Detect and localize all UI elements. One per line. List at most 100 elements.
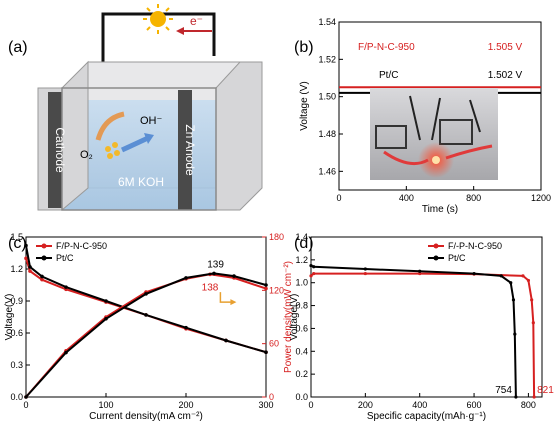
oh-reaction-arrow — [120, 135, 150, 153]
series-line-1-point — [509, 281, 513, 285]
x-axis-label: Current density(mA cm⁻²) — [89, 411, 203, 422]
series-line-0-point — [309, 274, 313, 278]
series-line-0-point — [521, 274, 525, 278]
series-line-1-point — [514, 395, 518, 399]
x-tick-label: 800 — [466, 193, 481, 203]
series-line-1-point — [472, 271, 476, 276]
series-line-1-point — [144, 313, 148, 317]
panel-a-letter: (a) — [8, 39, 28, 56]
x-tick-label: 0 — [23, 400, 28, 410]
x-tick-label: 300 — [258, 400, 273, 410]
o2-label: O₂ — [80, 149, 93, 161]
y-tick-label: 0.6 — [10, 328, 23, 338]
legend-label-ptc: Pt/C — [56, 253, 74, 263]
plot-c-frame — [25, 236, 267, 398]
legend-label-fpnc950: F/-P-N-C-950 — [448, 241, 502, 251]
series-line-0-point — [312, 271, 316, 276]
cell-device-right — [439, 119, 473, 145]
electron-arrow-head-icon — [176, 27, 184, 35]
electrolyte-bath — [62, 80, 240, 210]
series-line-1 — [310, 264, 517, 398]
panel-c: (c) 0 100 200 300 0.0 0.3 0.6 0.9 1.2 1.5 Current … — [4, 232, 294, 422]
legend-marker-fpnc950 — [433, 243, 439, 249]
series-line-3-point — [232, 274, 236, 278]
annotation-peak-fpnc950: 138 — [202, 282, 219, 293]
series-line-1-point — [513, 332, 517, 336]
series-label-fpnc950: F/P-N-C-950 — [358, 42, 415, 53]
series-line-0 — [310, 272, 536, 398]
series-line-1-point — [499, 274, 503, 278]
series-line-1-point — [28, 265, 32, 269]
series-line-1-point — [363, 267, 367, 271]
y-tick-label: 0.8 — [295, 301, 308, 311]
electrolyte-label: 6M KOH — [118, 175, 164, 189]
annotation-capacity-fpnc950: 821 — [537, 385, 554, 396]
y-tick-label: 1.46 — [318, 166, 336, 176]
y-tick-label: 0.9 — [10, 296, 23, 306]
cathode-label: Cathode — [53, 127, 67, 173]
anode-label: Zn Anode — [183, 124, 197, 176]
legend-label-ptc: Pt/C — [448, 253, 466, 263]
oxygen-bubbles — [105, 142, 120, 159]
x-tick-label: 1200 — [531, 193, 551, 203]
y2-tick-label: 0 — [269, 392, 274, 402]
x-tick-label: 400 — [412, 400, 427, 410]
y2-tick-label: 60 — [269, 339, 279, 349]
panel-d: (d) 0 200 400 600 800 0.0 0.2 0.4 0.6 0.8 1.0 1.2 1.… — [289, 232, 554, 422]
series-line-0-point — [526, 278, 531, 283]
y-tick-label: 0.0 — [295, 392, 308, 402]
led-photo-inset — [370, 88, 498, 180]
x-axis-label: Specific capacity(mAh·g⁻¹) — [367, 411, 486, 422]
series-line-1-point — [40, 274, 44, 279]
x-tick-label: 100 — [98, 400, 113, 410]
series-line-0-point — [418, 271, 422, 276]
series-line-1-point — [511, 298, 516, 302]
legend-label-fpnc950: F/P-N-C-950 — [56, 241, 107, 251]
voltage-label-ptc: 1.502 V — [488, 70, 523, 81]
led-bulb-icon — [432, 156, 440, 164]
y-tick-label: 1.54 — [318, 17, 336, 27]
legend-marker-ptc — [433, 255, 439, 261]
oh-arrow-head-icon — [144, 133, 154, 144]
y2-axis-label: Power density(mW cm⁻²) — [283, 261, 294, 373]
y-tick-label: 0.2 — [295, 369, 308, 379]
y-axis-label: Voltage(V) — [289, 294, 300, 341]
series-line-1-point — [104, 299, 108, 303]
oh-label: OH⁻ — [140, 115, 163, 127]
panel-b-letter: (b) — [294, 39, 314, 56]
series-line-1-point — [24, 243, 28, 248]
series-line-3-point — [24, 395, 28, 399]
voltage-label-fpnc950: 1.505 V — [488, 42, 523, 53]
y2-tick-label: 180 — [269, 232, 284, 242]
series-line-3-point — [264, 283, 268, 287]
series-line-0-point — [530, 298, 534, 302]
cathode-electrode — [48, 92, 62, 208]
y-tick-label: 1.52 — [318, 54, 336, 64]
annotation-capacity-ptc: 754 — [495, 385, 512, 396]
cell-right-wall — [215, 61, 263, 211]
series-line-1-point — [418, 269, 422, 273]
series-line-0-point — [531, 321, 535, 325]
panel-c-letter: (c) — [8, 235, 27, 252]
series-line-1-point — [264, 350, 268, 355]
y-tick-label: 1.50 — [318, 92, 336, 102]
y-tick-label: 1.4 — [295, 232, 308, 242]
x-tick-label: 200 — [358, 400, 373, 410]
peak-arrow-head-icon — [230, 299, 237, 306]
series-line-0-point — [24, 256, 28, 261]
annotation-peak-ptc: 139 — [207, 259, 224, 270]
panel-d-letter: (d) — [294, 235, 314, 252]
series-line-3-point — [212, 271, 216, 276]
series-line-1-point — [64, 285, 68, 289]
series-line-3-point — [64, 350, 68, 355]
x-tick-label: 200 — [178, 400, 193, 410]
series-line-0-point — [532, 395, 536, 399]
y-tick-label: 0.4 — [295, 346, 308, 356]
y-tick-label: 1.5 — [10, 232, 23, 242]
y-tick-label: 0.6 — [295, 323, 308, 333]
cell-device-left — [375, 125, 407, 149]
x-tick-label: 0 — [336, 193, 341, 203]
plot-b-frame — [338, 21, 542, 191]
series-line-0 — [25, 258, 267, 354]
